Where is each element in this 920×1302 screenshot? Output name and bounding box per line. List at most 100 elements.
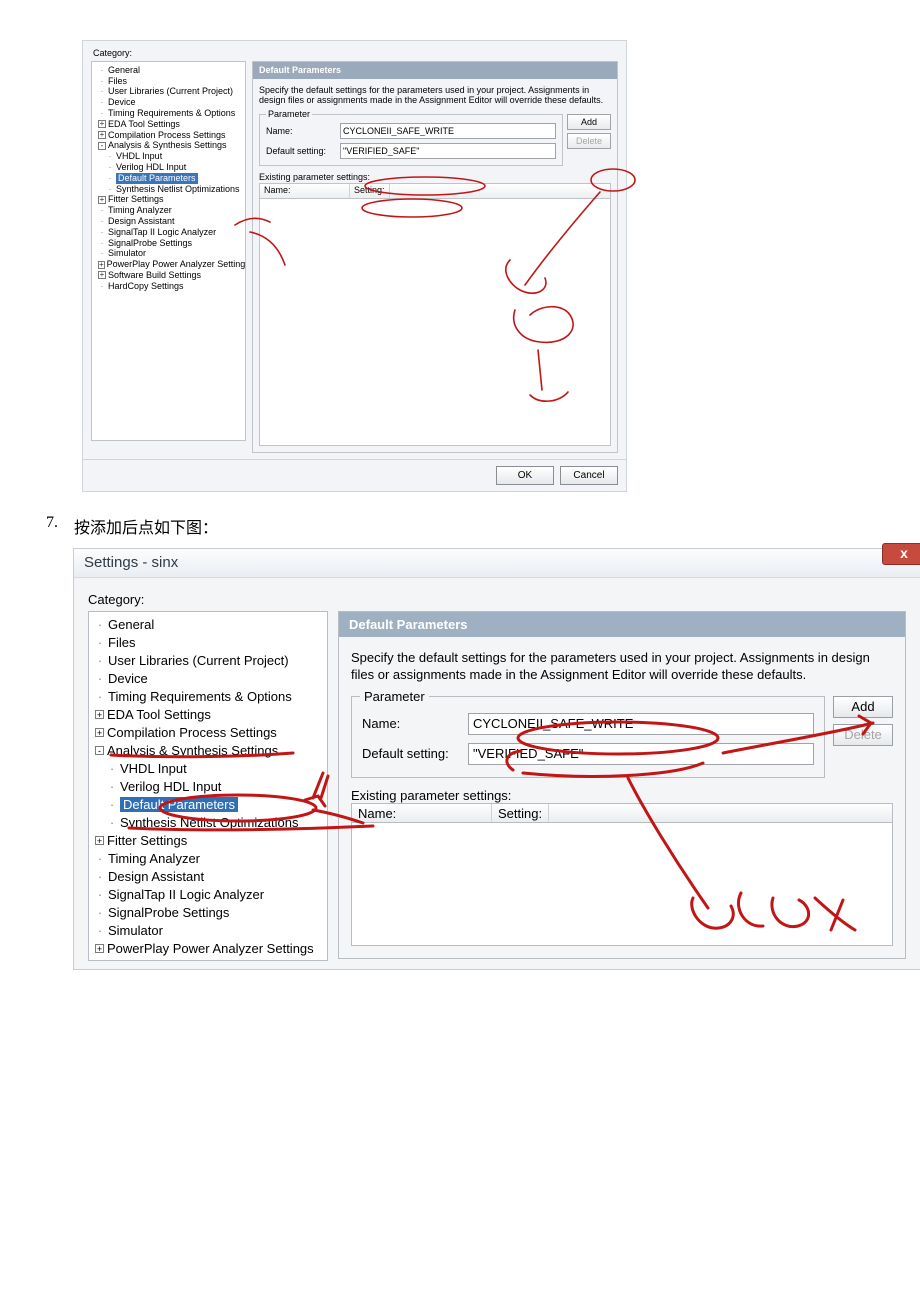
tree-bullet-icon: · [98,238,106,249]
tree-item-label: PowerPlay Power Analyzer Settings [107,941,314,956]
tree-bullet-icon: · [98,216,106,227]
close-button[interactable]: x [882,543,920,565]
tree-item[interactable]: +Fitter Settings [94,194,243,205]
name-input[interactable] [340,123,556,139]
tree-item[interactable]: ·Files [91,634,325,652]
dialog-titlebar: Settings - sinx x [73,548,920,578]
tree-item[interactable]: +EDA Tool Settings [94,119,243,130]
tree-item[interactable]: ·VHDL Input [91,760,325,778]
category-tree[interactable]: ·General·Files·User Libraries (Current P… [91,61,246,441]
settings-list[interactable] [351,823,893,946]
tree-item[interactable]: +PowerPlay Power Analyzer Settings [91,940,325,958]
parameter-legend: Parameter [266,109,312,120]
tree-item[interactable]: ·Timing Analyzer [91,850,325,868]
add-button[interactable]: Add [833,696,893,718]
expand-icon[interactable]: + [95,944,104,953]
tree-item-label: Simulator [108,248,146,259]
ok-button[interactable]: OK [496,466,554,485]
tree-item[interactable]: ·SignalTap II Logic Analyzer [91,886,325,904]
tree-item[interactable]: ·SignalTap II Logic Analyzer [94,227,243,238]
tree-item[interactable]: ·Design Assistant [91,868,325,886]
collapse-icon[interactable]: - [95,746,104,755]
tree-item[interactable]: +Software Build Settings [94,270,243,281]
tree-item[interactable]: ·HardCopy Settings [94,281,243,292]
name-input[interactable] [468,713,814,735]
default-setting-input[interactable] [340,143,556,159]
tree-item-label: Fitter Settings [108,194,164,205]
tree-item[interactable]: ·General [91,616,325,634]
tree-item[interactable]: +Compilation Process Settings [91,724,325,742]
tree-item[interactable]: ·SignalProbe Settings [94,238,243,249]
tree-item[interactable]: ·Device [91,670,325,688]
tree-item[interactable]: ·Synthesis Netlist Optimizations [94,184,243,195]
tree-item-label: Synthesis Netlist Optimizations [120,815,298,830]
tree-item[interactable]: +PowerPlay Power Analyzer Settings [94,259,243,270]
tree-item[interactable]: ·Verilog HDL Input [91,778,325,796]
tree-item[interactable]: ·Synthesis Netlist Optimizations [91,814,325,832]
tree-item[interactable]: ·Simulator [91,922,325,940]
dialog-title: Settings - sinx [84,554,178,571]
tree-item[interactable]: ·Timing Analyzer [94,205,243,216]
tree-item[interactable]: ·Timing Requirements & Options [94,108,243,119]
tree-bullet-icon: · [98,76,106,87]
tree-item[interactable]: ·Default Parameters [94,173,243,184]
tree-item-label: SignalTap II Logic Analyzer [108,887,264,902]
tree-item[interactable]: ·General [94,65,243,76]
tree-item[interactable]: +EDA Tool Settings [91,706,325,724]
default-setting-input[interactable] [468,743,814,765]
tree-bullet-icon: · [98,97,106,108]
expand-icon[interactable]: + [98,131,106,139]
category-tree[interactable]: ·General·Files·User Libraries (Current P… [88,611,328,961]
tree-item[interactable]: ·Files [94,76,243,87]
expand-icon[interactable]: + [98,271,106,279]
tree-item[interactable]: ·Design Assistant [94,216,243,227]
expand-icon[interactable]: + [95,710,104,719]
tree-item-label: Synthesis Netlist Optimizations [116,184,240,195]
tree-item[interactable]: ·Default Parameters [91,796,325,814]
expand-icon[interactable]: + [95,836,104,845]
name-label: Name: [362,716,462,731]
tree-item-label: User Libraries (Current Project) [108,86,233,97]
tree-item[interactable]: ·Simulator [94,248,243,259]
collapse-icon[interactable]: - [98,142,106,150]
delete-button[interactable]: Delete [833,724,893,746]
tree-bullet-icon: · [98,86,106,97]
col-setting: Setting: [350,184,390,198]
tree-item[interactable]: ·User Libraries (Current Project) [91,652,325,670]
tree-item-label: EDA Tool Settings [107,707,211,722]
expand-icon[interactable]: + [98,196,106,204]
tree-bullet-icon: · [98,248,106,259]
tree-item[interactable]: -Analysis & Synthesis Settings [91,742,325,760]
expand-icon[interactable]: + [98,120,106,128]
tree-item[interactable]: ·User Libraries (Current Project) [94,86,243,97]
tree-item-label: Fitter Settings [107,833,187,848]
tree-bullet-icon: · [95,689,105,704]
tree-item[interactable]: ·VHDL Input [94,151,243,162]
tree-item-label: Design Assistant [108,869,204,884]
tree-item-label: Files [108,635,135,650]
tree-item[interactable]: -Analysis & Synthesis Settings [94,140,243,151]
panel-title: Default Parameters [338,611,906,637]
tree-item[interactable]: ·Verilog HDL Input [94,162,243,173]
settings-list[interactable] [259,199,611,446]
tree-item-label: Default Parameters [116,173,198,184]
tree-item-label: SignalProbe Settings [108,905,229,920]
tree-bullet-icon: · [95,869,105,884]
tree-bullet-icon: · [95,851,105,866]
tree-item[interactable]: ·SignalProbe Settings [91,904,325,922]
expand-icon[interactable]: + [95,728,104,737]
step-text: 7. 按添加后点如下图： [46,514,890,538]
delete-button[interactable]: Delete [567,133,611,149]
tree-bullet-icon: · [98,205,106,216]
tree-item-label: SignalTap II Logic Analyzer [108,227,216,238]
tree-item[interactable]: +Fitter Settings [91,832,325,850]
tree-bullet-icon: · [107,779,117,794]
tree-item[interactable]: +Compilation Process Settings [94,130,243,141]
tree-item[interactable]: ·Timing Requirements & Options [91,688,325,706]
tree-item-label: Simulator [108,923,163,938]
category-label: Category: [93,48,618,59]
add-button[interactable]: Add [567,114,611,130]
cancel-button[interactable]: Cancel [560,466,618,485]
tree-item[interactable]: ·Device [94,97,243,108]
expand-icon[interactable]: + [98,261,105,269]
